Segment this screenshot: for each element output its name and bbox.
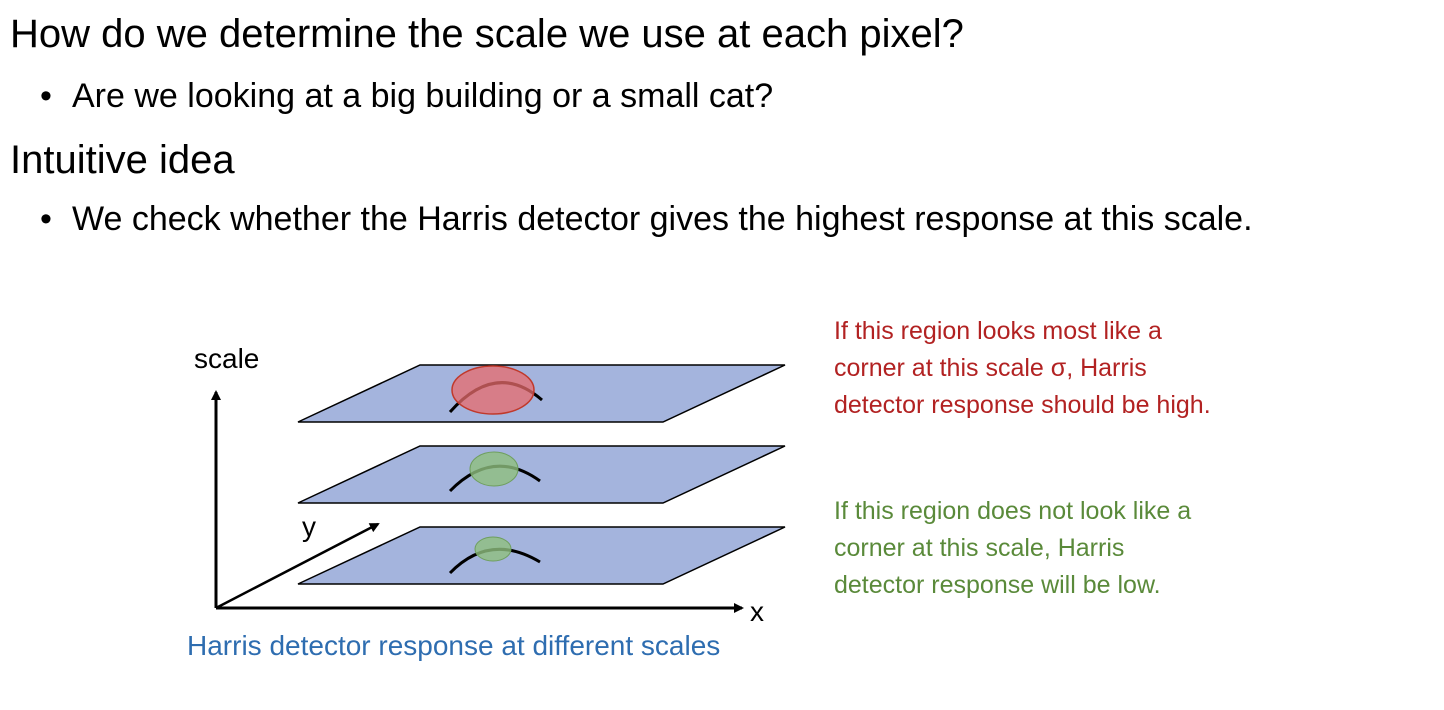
plane-surface <box>297 526 786 585</box>
y-axis <box>215 522 380 610</box>
annotation-line: detector response will be low. <box>834 571 1161 599</box>
annotation-line: detector response should be high. <box>834 391 1211 419</box>
diagram-caption: Harris detector response at different sc… <box>187 630 721 661</box>
scale-plane-top <box>297 364 786 423</box>
bullet-icon: • <box>40 200 52 238</box>
high-response-region <box>451 365 535 415</box>
plane-surface <box>297 364 786 423</box>
plane-surface <box>297 445 786 504</box>
bullet-text: Are we looking at a big building or a sm… <box>72 77 774 115</box>
y-axis-label: y <box>302 511 316 542</box>
annotation-line: corner at this scale, Harris <box>834 534 1125 562</box>
x-axis-label: x <box>750 596 764 627</box>
low-response-region <box>469 451 519 487</box>
heading-scale-question: How do we determine the scale we use at … <box>10 12 964 56</box>
low-response-region <box>474 536 512 562</box>
annotation-line: corner at this scale σ, Harris <box>834 354 1147 382</box>
bullet-icon: • <box>40 77 52 115</box>
low-response-annotation: If this region does not look like a corn… <box>834 493 1394 604</box>
high-response-annotation: If this region looks most like a corner … <box>834 313 1394 424</box>
bullet-harris-check: • We check whether the Harris detector gi… <box>40 198 1253 240</box>
bullet-text: We check whether the Harris detector giv… <box>72 200 1253 238</box>
annotation-line: If this region looks most like a <box>834 317 1162 345</box>
scale-axis-label: scale <box>194 343 260 374</box>
bullet-building-or-cat: • Are we looking at a big building or a s… <box>40 75 773 117</box>
annotation-line: If this region does not look like a <box>834 497 1192 525</box>
scale-plane-middle <box>297 445 786 504</box>
heading-intuitive-idea: Intuitive idea <box>10 138 235 182</box>
scale-plane-bottom <box>297 526 786 585</box>
